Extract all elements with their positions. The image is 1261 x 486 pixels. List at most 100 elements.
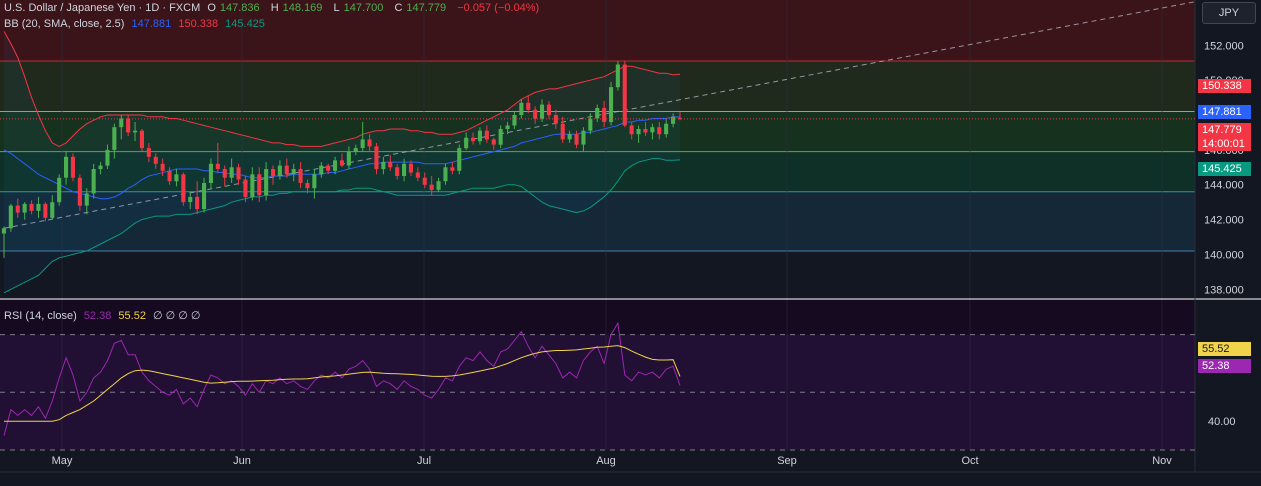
candle-body — [153, 156, 158, 164]
candle — [70, 153, 75, 182]
candle-body — [305, 183, 310, 189]
bb-lower-value: 145.425 — [225, 18, 265, 30]
candle-body — [477, 130, 482, 142]
candle-body — [581, 130, 586, 145]
candle-body — [664, 123, 669, 135]
rsi-value: 52.38 — [83, 310, 112, 322]
candle — [133, 121, 138, 142]
candle-body — [381, 162, 386, 170]
rsi-label: RSI (14, close) — [4, 310, 77, 322]
candle — [105, 144, 110, 170]
symbol-title: U.S. Dollar / Japanese Yen · 1D · FXCM — [4, 2, 201, 14]
candle-body — [415, 172, 420, 178]
candle-body — [312, 174, 317, 189]
candle — [360, 121, 365, 152]
candle — [422, 172, 427, 189]
candle-body — [519, 102, 524, 115]
rsi-legend[interactable]: RSI (14, close) 52.38 55.52 ∅ ∅ ∅ ∅ — [4, 309, 205, 322]
candle-body — [264, 169, 269, 196]
candle — [491, 137, 496, 150]
candle — [202, 177, 207, 213]
candle-body — [319, 165, 324, 175]
candle-body — [546, 104, 551, 116]
candle — [64, 151, 69, 185]
candle — [609, 81, 614, 126]
last-price-tag: 147.779 — [1198, 123, 1251, 137]
candle-body — [57, 177, 62, 203]
candle — [374, 142, 379, 175]
candle-body — [284, 165, 289, 175]
close-value: 147.779 — [406, 2, 447, 14]
candle-body — [650, 127, 655, 133]
rsi-band-fill — [0, 334, 1195, 450]
candle-body — [167, 170, 172, 182]
candle — [119, 115, 124, 140]
candle — [222, 165, 227, 187]
candle — [112, 123, 117, 159]
candle-body — [643, 129, 648, 133]
candle — [1, 226, 6, 258]
candle — [229, 158, 234, 183]
bb-legend[interactable]: BB (20, SMA, close, 2.5) 147.881 150.338… — [4, 18, 269, 30]
candle — [533, 106, 538, 124]
open-label: O — [207, 2, 216, 14]
candle — [484, 125, 489, 143]
candle-body — [429, 184, 434, 190]
candle — [29, 200, 34, 215]
currency-button[interactable]: JPY — [1202, 2, 1256, 24]
candle-body — [15, 205, 20, 213]
bb-lower-price-tag: 145.425 — [1198, 162, 1251, 176]
candle — [257, 167, 262, 203]
candle-body — [160, 163, 165, 171]
candle-body — [326, 165, 331, 171]
candle — [381, 156, 386, 175]
candle-body — [126, 118, 131, 133]
candle-body — [22, 203, 27, 213]
candle — [671, 113, 676, 128]
candle-body — [395, 167, 400, 176]
candle-body — [512, 115, 517, 126]
candle — [519, 99, 524, 119]
close-label: C — [394, 2, 403, 14]
candle — [8, 203, 13, 232]
candle-body — [677, 117, 682, 119]
candle — [581, 127, 586, 152]
bb-upper-line — [3, 31, 681, 147]
candle — [388, 155, 393, 171]
candle — [126, 115, 131, 136]
time-tick-label: Aug — [596, 455, 616, 467]
high-label: H — [270, 2, 279, 14]
candle-body — [471, 137, 476, 142]
candle — [326, 163, 331, 175]
candle-body — [43, 203, 48, 218]
candle-body — [243, 179, 248, 197]
candle-body — [374, 146, 379, 170]
candle-body — [629, 125, 634, 135]
candle-body — [112, 127, 117, 150]
candle — [677, 112, 682, 121]
candle — [91, 163, 96, 199]
candle — [477, 127, 482, 145]
candle — [560, 116, 565, 143]
candle-body — [291, 169, 296, 175]
candle-body — [436, 181, 441, 190]
candle — [657, 121, 662, 140]
candle-body — [139, 130, 144, 149]
candle — [602, 101, 607, 128]
candle-body — [277, 165, 282, 177]
countdown-tag: 14:00:01 — [1198, 137, 1251, 151]
low-value: 147.700 — [343, 2, 384, 14]
candle — [498, 125, 503, 149]
candle-body — [50, 202, 55, 218]
bb-basis-line — [3, 116, 681, 200]
candle — [471, 132, 476, 145]
candle-body — [657, 127, 662, 135]
time-tick-label: May — [52, 455, 73, 467]
bb-upper-price-tag: 150.338 — [1198, 79, 1251, 93]
candle-body — [609, 87, 614, 122]
candle-body — [505, 125, 510, 129]
candle-body — [250, 174, 255, 197]
rsi-price-tag: 52.38 — [1198, 359, 1251, 373]
candle-body — [636, 129, 641, 135]
